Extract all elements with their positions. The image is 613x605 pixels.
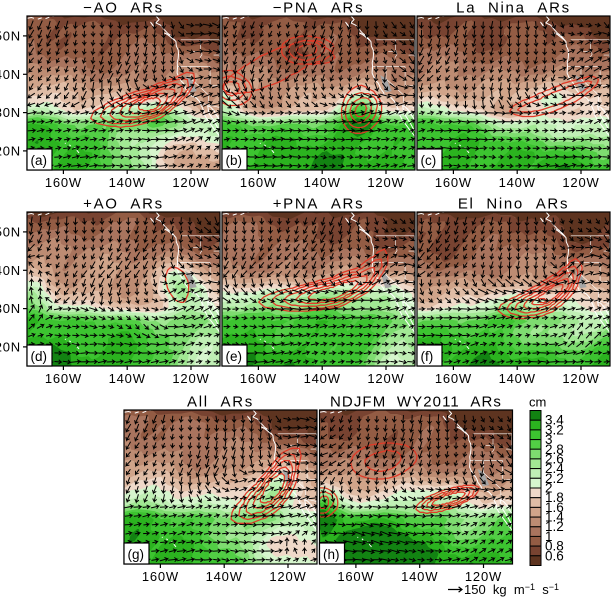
svg-text:1.2: 1.2 — [545, 519, 564, 534]
svg-text:160W: 160W — [337, 569, 374, 584]
svg-text:El Nino ARs: El Nino ARs — [458, 196, 569, 213]
svg-text:140W: 140W — [499, 175, 536, 190]
svg-text:150 kg m−1 s−1: 150 kg m−1 s−1 — [464, 582, 559, 597]
svg-text:40N: 40N — [0, 263, 21, 278]
svg-text:(h): (h) — [323, 547, 340, 562]
svg-text:(d): (d) — [31, 349, 48, 364]
svg-text:140W: 140W — [109, 175, 146, 190]
svg-text:(f): (f) — [421, 349, 434, 364]
svg-text:160W: 160W — [45, 371, 82, 386]
svg-text:140W: 140W — [499, 371, 536, 386]
svg-text:0.8: 0.8 — [545, 539, 564, 554]
svg-text:(e): (e) — [226, 349, 243, 364]
svg-text:120W: 120W — [172, 175, 209, 190]
svg-text:1.8: 1.8 — [545, 490, 564, 505]
svg-text:120W: 120W — [367, 371, 404, 386]
svg-text:40N: 40N — [0, 67, 21, 82]
svg-text:30N: 30N — [0, 105, 21, 120]
svg-text:120W: 120W — [562, 175, 599, 190]
svg-text:160W: 160W — [142, 569, 179, 584]
svg-text:La Nina ARs: La Nina ARs — [456, 0, 571, 17]
svg-text:160W: 160W — [240, 371, 277, 386]
svg-text:120W: 120W — [562, 371, 599, 386]
svg-text:140W: 140W — [401, 569, 438, 584]
svg-text:−AO ARs: −AO ARs — [83, 0, 164, 17]
svg-text:120W: 120W — [269, 569, 306, 584]
svg-text:(c): (c) — [421, 153, 437, 168]
svg-text:cm: cm — [529, 395, 546, 410]
svg-text:140W: 140W — [206, 569, 243, 584]
svg-text:20N: 20N — [0, 339, 21, 354]
svg-text:120W: 120W — [465, 569, 502, 584]
svg-text:20N: 20N — [0, 143, 21, 158]
svg-text:160W: 160W — [45, 175, 82, 190]
svg-text:(b): (b) — [226, 153, 243, 168]
svg-text:1.6: 1.6 — [545, 500, 564, 515]
svg-text:50N: 50N — [0, 224, 21, 239]
svg-text:140W: 140W — [304, 175, 341, 190]
svg-text:+AO ARs: +AO ARs — [83, 196, 164, 213]
svg-text:NDJFM WY2011 ARs: NDJFM WY2011 ARs — [330, 394, 502, 411]
svg-text:3.2: 3.2 — [545, 422, 564, 437]
svg-text:3.4: 3.4 — [545, 413, 564, 428]
svg-text:3: 3 — [545, 432, 553, 447]
svg-text:+PNA ARs: +PNA ARs — [273, 196, 365, 213]
svg-text:2.4: 2.4 — [545, 461, 564, 476]
svg-text:120W: 120W — [172, 371, 209, 386]
svg-text:160W: 160W — [435, 371, 472, 386]
svg-text:All ARs: All ARs — [187, 394, 254, 411]
svg-text:2.6: 2.6 — [545, 451, 564, 466]
svg-text:(g): (g) — [128, 547, 145, 562]
svg-text:140W: 140W — [304, 371, 341, 386]
svg-text:140W: 140W — [109, 371, 146, 386]
svg-text:1.4: 1.4 — [545, 510, 564, 525]
svg-text:30N: 30N — [0, 301, 21, 316]
svg-text:160W: 160W — [240, 175, 277, 190]
svg-text:−PNA ARs: −PNA ARs — [273, 0, 365, 17]
svg-text:160W: 160W — [435, 175, 472, 190]
svg-text:2.2: 2.2 — [545, 471, 564, 486]
svg-text:50N: 50N — [0, 28, 21, 43]
svg-text:1: 1 — [545, 529, 553, 544]
svg-text:120W: 120W — [367, 175, 404, 190]
svg-text:2.8: 2.8 — [545, 442, 564, 457]
svg-text:0.6: 0.6 — [545, 548, 564, 563]
svg-text:(a): (a) — [31, 153, 48, 168]
svg-text:2: 2 — [545, 481, 553, 496]
